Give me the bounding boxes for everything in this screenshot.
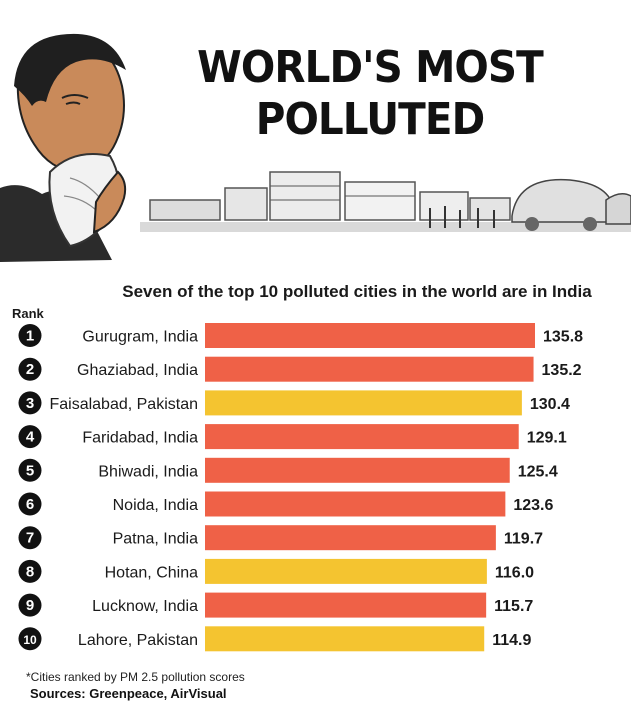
rank-number: 10 — [23, 633, 37, 647]
value-label: 123.6 — [513, 497, 553, 514]
value-label: 114.9 — [492, 632, 531, 649]
city-label: Hotan, China — [105, 564, 198, 581]
bar — [205, 592, 487, 618]
rank-number: 8 — [26, 563, 34, 580]
rank-number: 1 — [26, 328, 34, 345]
rank-heading: Rank — [12, 306, 44, 321]
pollution-illustration — [0, 33, 631, 262]
city-label: Faridabad, India — [82, 430, 198, 447]
rank-badge — [18, 559, 42, 583]
city-label: Noida, India — [113, 497, 198, 514]
sources-credit: Sources: Greenpeace, AirVisual — [30, 686, 227, 701]
bar — [205, 323, 535, 348]
bar — [205, 558, 487, 584]
rank-number: 7 — [26, 530, 34, 547]
city-label: Bhiwadi, India — [98, 463, 198, 480]
value-label: 116.0 — [495, 564, 534, 581]
value-label: 119.7 — [504, 531, 543, 548]
bar — [205, 356, 534, 382]
city-skyline — [140, 171, 631, 232]
bar — [205, 390, 522, 416]
title-line-1: WORLD'S MOST — [197, 42, 544, 93]
rank-number: 4 — [26, 429, 35, 446]
city-label: Lahore, Pakistan — [78, 632, 198, 649]
value-label: 130.4 — [530, 396, 570, 413]
city-label: Gurugram, India — [82, 329, 198, 346]
rank-badge — [18, 627, 42, 651]
rank-badge — [18, 357, 42, 381]
bar — [205, 457, 510, 483]
man-with-mask-figure — [0, 33, 127, 262]
rank-number: 3 — [26, 395, 34, 412]
value-label: 125.4 — [518, 463, 558, 480]
chart-subtitle: Seven of the top 10 polluted cities in t… — [122, 282, 592, 301]
rank-number: 9 — [26, 597, 34, 614]
bar — [205, 424, 519, 450]
rank-badge — [18, 492, 42, 516]
rank-number: 2 — [26, 361, 34, 378]
city-label: Patna, India — [113, 531, 199, 548]
rank-badge — [18, 425, 42, 449]
title-line-2: POLLUTED — [255, 94, 486, 145]
rank-badge — [18, 593, 42, 617]
city-label: Lucknow, India — [92, 598, 198, 615]
rank-badge — [18, 391, 42, 415]
rank-badge — [18, 458, 42, 482]
footnote: *Cities ranked by PM 2.5 pollution score… — [26, 670, 245, 684]
pollution-bar-chart: 1 Gurugram, India 135.8 2 Ghaziabad, India 13… — [18, 323, 583, 652]
bar — [205, 626, 485, 652]
bar — [205, 525, 496, 551]
rank-number: 6 — [26, 496, 34, 513]
city-label: Faisalabad, Pakistan — [49, 396, 198, 413]
rank-number: 5 — [26, 462, 34, 479]
city-label: Ghaziabad, India — [77, 362, 198, 379]
bar — [205, 491, 506, 517]
value-label: 115.7 — [494, 598, 533, 615]
value-label: 129.1 — [527, 430, 567, 447]
rank-badge — [18, 324, 42, 347]
rank-badge — [18, 526, 42, 550]
value-label: 135.8 — [543, 329, 583, 346]
value-label: 135.2 — [542, 362, 582, 379]
